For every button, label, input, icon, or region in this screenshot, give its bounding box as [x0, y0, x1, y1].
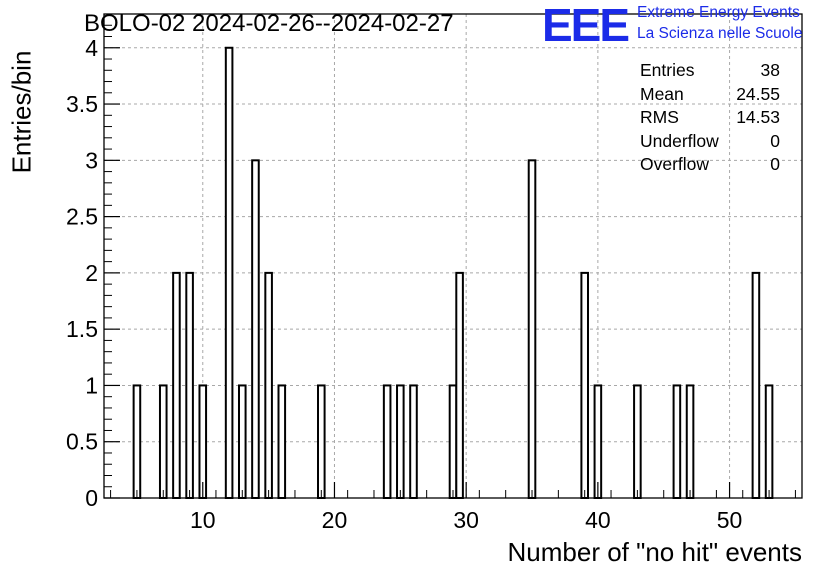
- x-tick-label: 20: [322, 507, 348, 533]
- histogram-bar: [185, 271, 194, 499]
- eee-logo: EEE: [542, 0, 630, 51]
- stats-value: 0: [770, 154, 780, 174]
- histogram-bar: [382, 384, 392, 499]
- histogram-bar: [317, 384, 326, 499]
- stats-row-rms: RMS 14.53: [640, 106, 780, 130]
- stats-value: 14.53: [736, 107, 780, 127]
- histogram-bar: [396, 384, 405, 499]
- stats-value: 38: [760, 60, 780, 80]
- histogram-bar: [580, 271, 589, 499]
- histogram-bar: [237, 384, 247, 499]
- histogram-bar: [198, 384, 208, 499]
- histogram-bar: [593, 384, 603, 499]
- x-axis-label: Number of "no hit" events: [507, 537, 803, 567]
- stats-row-overflow: Overflow 0: [640, 153, 780, 177]
- stats-value: 0: [770, 130, 780, 151]
- histogram-bar: [455, 271, 464, 499]
- histogram-bar: [764, 384, 774, 499]
- histogram-bar: [685, 384, 695, 499]
- x-tick-label: 10: [190, 507, 216, 533]
- histogram-bar: [277, 384, 287, 499]
- histogram-bars: [132, 46, 774, 499]
- y-axis-label: Entries/bin: [6, 50, 37, 174]
- stats-box: Entries 38 Mean 24.55 RMS 14.53 Underflo…: [640, 59, 780, 177]
- y-tick-label: 4: [85, 35, 98, 61]
- histogram-bar: [158, 384, 168, 499]
- stats-value: 24.55: [736, 83, 780, 104]
- y-tick-label: 2.5: [66, 204, 98, 230]
- y-tick-label: 1.5: [66, 316, 98, 342]
- stats-label: Overflow: [640, 154, 710, 174]
- stats-label: RMS: [640, 107, 679, 127]
- stats-label: Mean: [640, 83, 684, 104]
- histogram-bar: [172, 271, 181, 499]
- stats-row-underflow: Underflow 0: [640, 130, 780, 154]
- histogram-bar: [251, 159, 260, 499]
- y-tick-label: 2: [85, 260, 98, 286]
- x-tick-label: 30: [453, 507, 479, 533]
- stats-row-mean: Mean 24.55: [640, 83, 780, 107]
- histogram-bar: [224, 46, 234, 499]
- y-tick-label: 3.5: [66, 91, 98, 117]
- axis-tick-labels: 0 0.5 1 1.5 2 2.5 3 3.5 4 10 20 30 40 50: [66, 35, 742, 533]
- stats-row-entries: Entries 38: [640, 59, 780, 83]
- chart-title: BOLO-02 2024-02-26--2024-02-27: [84, 10, 454, 37]
- histogram-bar: [751, 271, 761, 499]
- histogram-bar: [264, 271, 273, 499]
- histogram-bar: [527, 159, 537, 499]
- histogram-bar: [672, 384, 682, 499]
- x-tick-label: 40: [585, 507, 611, 533]
- y-tick-label: 0: [85, 485, 98, 511]
- y-tick-label: 1: [85, 372, 98, 398]
- stats-label: Underflow: [640, 130, 719, 151]
- y-tick-label: 0.5: [66, 429, 98, 455]
- axis-ticks: [104, 24, 796, 499]
- logo-line-1: Extreme Energy Events: [637, 4, 800, 21]
- stats-label: Entries: [640, 60, 695, 80]
- histogram-bar: [409, 384, 418, 499]
- histogram-bar: [132, 384, 142, 499]
- histogram-bar: [633, 384, 642, 499]
- x-tick-label: 50: [717, 507, 743, 533]
- y-tick-label: 3: [85, 147, 98, 173]
- logo-line-2: La Scienza nelle Scuole: [637, 25, 803, 42]
